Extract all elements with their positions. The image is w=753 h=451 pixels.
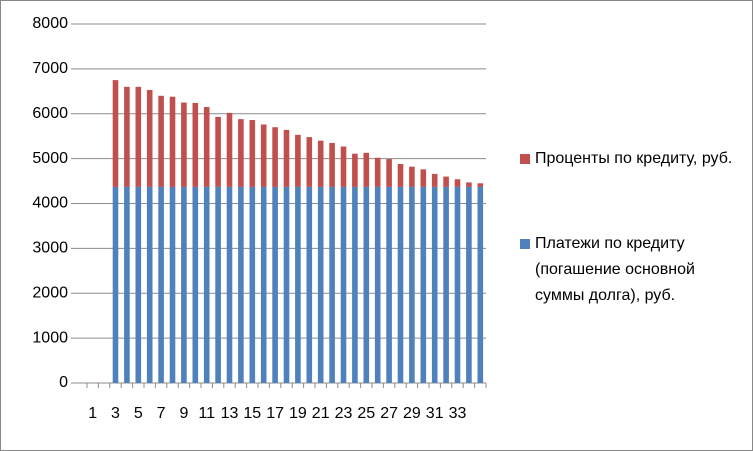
legend-swatch (520, 239, 530, 249)
y-tick-label: 4000 (32, 195, 68, 212)
bar-segment (112, 80, 119, 187)
bar-segment (397, 164, 404, 187)
bar-segment (397, 186, 404, 383)
bar-segment (181, 102, 187, 187)
bar-segment (420, 169, 427, 187)
bar-segment (238, 119, 244, 187)
bar-segment (283, 129, 290, 187)
bar-segment (158, 95, 164, 187)
x-tick-label: 5 (134, 405, 143, 422)
bar-segment (272, 186, 278, 383)
bar-segment (283, 186, 290, 383)
legend-label: Проценты по кредиту, руб. (535, 150, 733, 167)
bar-segment (272, 127, 278, 187)
bar-segment (329, 186, 335, 383)
y-tick-label: 2000 (32, 284, 68, 301)
bar-segment (477, 186, 484, 383)
bar-segment (192, 186, 199, 383)
bar-segment (431, 186, 438, 383)
bar-segment (306, 186, 313, 383)
bar-segment (192, 102, 199, 187)
y-tick-label: 1000 (32, 329, 68, 346)
x-tick-label: 17 (266, 405, 284, 422)
y-tick-label: 7000 (32, 60, 68, 77)
legend-label: Платежи по кредиту (погашение основной с… (535, 235, 695, 304)
bar-segment (226, 186, 233, 383)
y-tick-label: 6000 (32, 105, 68, 122)
bar-segment (306, 137, 313, 187)
bar-segment (146, 186, 153, 383)
bar-segment (363, 186, 370, 383)
bar-segment (158, 186, 164, 383)
x-tick-label: 15 (243, 405, 261, 422)
bar-segment (443, 176, 449, 187)
bar-segment (317, 140, 324, 187)
bar-segment (409, 166, 415, 187)
bar-segment (112, 186, 119, 383)
bar-segment (466, 186, 472, 383)
bar-segment (135, 86, 142, 187)
bar-segment (374, 157, 381, 187)
bar-segment (420, 186, 427, 383)
bar-segment (352, 186, 358, 383)
bar-segment (295, 186, 301, 383)
x-tick-label: 25 (357, 405, 375, 422)
x-tick-label: 9 (179, 405, 188, 422)
bar-segment (169, 186, 176, 383)
y-tick-label: 8000 (32, 15, 68, 32)
bar-segment (431, 173, 438, 187)
x-tick-label: 11 (198, 405, 215, 422)
x-tick-label: 29 (403, 405, 421, 422)
bar-segment (226, 112, 233, 187)
x-tick-label: 31 (426, 405, 444, 422)
bar-segment (260, 124, 267, 187)
bar-segment (386, 186, 392, 383)
bar-segment (260, 186, 267, 383)
y-tick-label: 5000 (32, 150, 68, 167)
bar-segment (249, 120, 256, 187)
bar-segment (124, 86, 130, 187)
y-tick-label: 3000 (32, 240, 68, 257)
bar-segment (295, 134, 301, 187)
bar-segment (135, 186, 142, 383)
bar-segment (443, 186, 449, 383)
bar-segment (215, 116, 221, 187)
x-tick-label: 1 (88, 405, 97, 422)
x-tick-label: 13 (221, 405, 239, 422)
bar-segment (352, 153, 358, 187)
bar-segment (466, 182, 472, 187)
bar-segment (454, 186, 461, 383)
bar-segment (386, 159, 392, 187)
bar-segment (363, 152, 370, 187)
bar-segment (409, 186, 415, 383)
bar-segment (329, 142, 335, 187)
x-tick-label: 3 (111, 405, 120, 422)
x-tick-label: 23 (335, 405, 353, 422)
bar-segment (146, 89, 153, 187)
x-tick-label: 7 (157, 405, 166, 422)
x-tick-label: 33 (449, 405, 467, 422)
x-tick-label: 21 (312, 405, 330, 422)
bar-segment (181, 186, 187, 383)
x-tick-label: 27 (380, 405, 398, 422)
bar-segment (215, 186, 221, 383)
x-tick-label: 19 (289, 405, 307, 422)
bar-segment (477, 183, 484, 187)
bar-segment (374, 186, 381, 383)
y-tick-label: 0 (59, 374, 68, 391)
bar-segment (249, 186, 256, 383)
bar-segment (340, 146, 347, 187)
bar-segment (203, 107, 210, 187)
bar-segment (317, 186, 324, 383)
bar-segment (124, 186, 130, 383)
bar-segment (238, 186, 244, 383)
bar-segment (454, 179, 461, 187)
bar-segment (169, 96, 176, 187)
bar-segment (340, 186, 347, 383)
legend-swatch (520, 154, 530, 164)
bar-segment (203, 186, 210, 383)
